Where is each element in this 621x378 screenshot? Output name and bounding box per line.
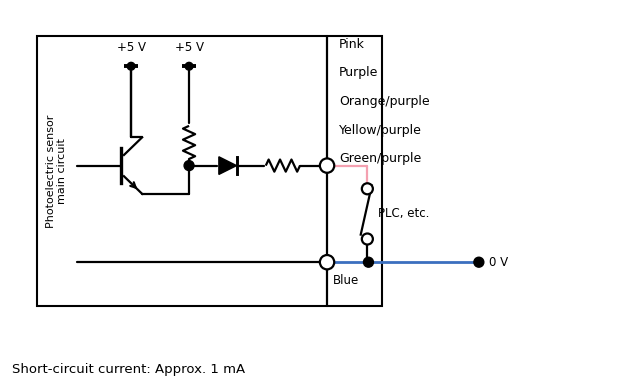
Text: Blue: Blue	[333, 274, 359, 287]
Circle shape	[474, 257, 484, 267]
Circle shape	[184, 161, 194, 170]
Text: +5 V: +5 V	[117, 41, 145, 54]
Text: Green/purple: Green/purple	[339, 152, 422, 166]
Text: 0 V: 0 V	[489, 256, 508, 269]
Circle shape	[363, 257, 373, 267]
Circle shape	[185, 62, 193, 70]
Circle shape	[320, 158, 334, 173]
Bar	[37, 36, 383, 306]
Text: Yellow/purple: Yellow/purple	[339, 124, 422, 137]
Polygon shape	[219, 157, 237, 174]
Text: Photoelectric sensor
main circuit: Photoelectric sensor main circuit	[46, 115, 68, 228]
Text: PLC, etc.: PLC, etc.	[378, 208, 430, 220]
Circle shape	[127, 62, 135, 70]
Text: Short-circuit current: Approx. 1 mA: Short-circuit current: Approx. 1 mA	[12, 363, 245, 376]
Text: Pink: Pink	[339, 38, 365, 51]
Circle shape	[362, 183, 373, 194]
Text: Orange/purple: Orange/purple	[339, 95, 430, 108]
Text: Purple: Purple	[339, 67, 379, 79]
Text: +5 V: +5 V	[175, 41, 204, 54]
Circle shape	[362, 234, 373, 245]
Circle shape	[320, 255, 334, 270]
